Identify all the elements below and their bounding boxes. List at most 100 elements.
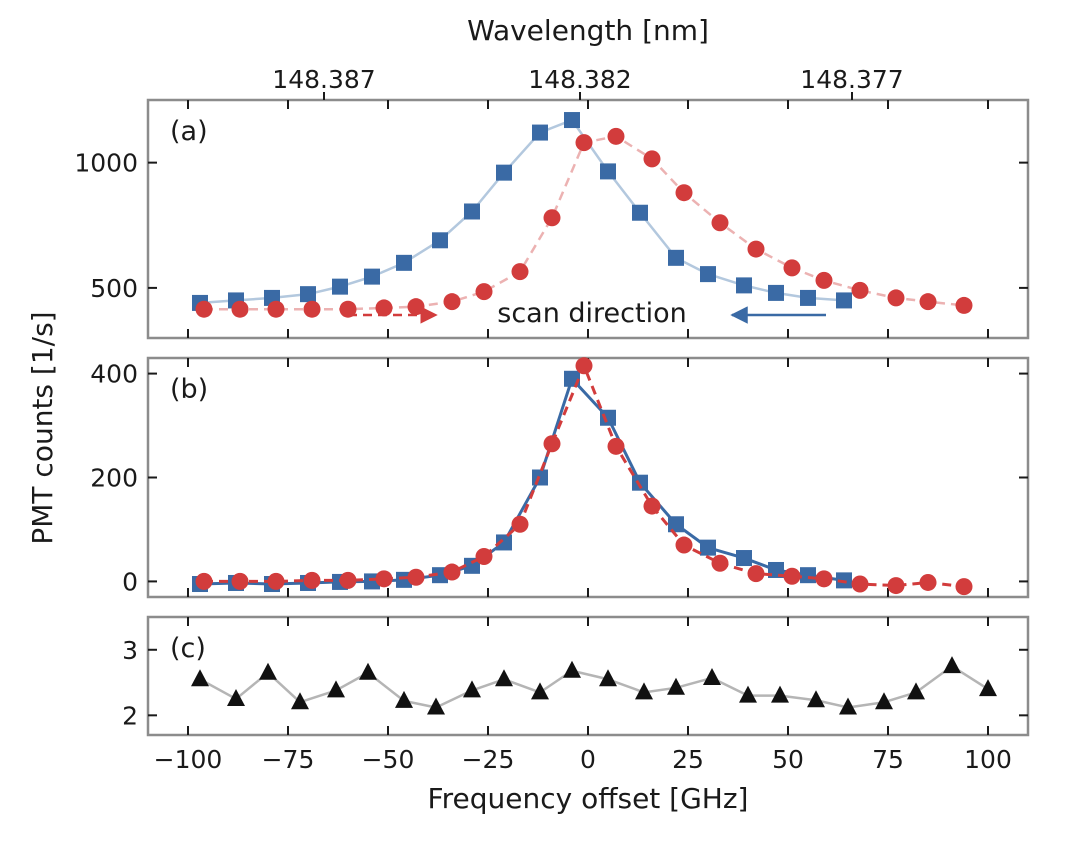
data-point-circle — [851, 575, 869, 593]
data-point-circle — [851, 281, 869, 299]
data-point-circle — [675, 184, 693, 202]
data-point-circle — [919, 293, 937, 311]
data-point-circle — [195, 300, 213, 318]
data-point-circle — [783, 567, 801, 585]
data-point-square — [736, 550, 752, 567]
panel-c: 2 3 (c) — [122, 615, 1030, 737]
data-point-circle — [919, 573, 937, 591]
data-point-circle — [815, 570, 833, 588]
panel-label: (a) — [170, 116, 208, 147]
data-point-circle — [887, 289, 905, 307]
data-point-square — [396, 254, 412, 271]
data-point-triangle — [227, 688, 245, 706]
y-tick-label: 200 — [90, 464, 138, 493]
data-point-circle — [231, 572, 249, 590]
series-line-black-triangles — [199, 664, 989, 709]
data-point-circle — [267, 572, 285, 590]
data-point-circle — [955, 296, 973, 314]
y-tick-label: 1000 — [74, 149, 138, 178]
data-point-circle — [543, 209, 561, 227]
data-point-triangle — [495, 669, 513, 687]
data-point-square — [736, 277, 752, 294]
top-axis-ticks: 148.387 148.382 148.377 — [272, 65, 904, 100]
data-point-circle — [711, 554, 729, 572]
data-point-circle — [407, 568, 425, 586]
x-tick-label: 100 — [964, 745, 1012, 774]
y-tick-label: 2 — [122, 701, 138, 730]
x-tick-label: 0 — [580, 745, 596, 774]
data-point-triangle — [875, 692, 893, 710]
top-tick-label: 148.382 — [528, 65, 631, 94]
data-point-square — [432, 232, 448, 249]
panel-b: 0 200 400 (b) — [90, 356, 1030, 599]
data-point-triangle — [359, 662, 377, 680]
data-point-square — [768, 284, 784, 301]
scan-direction-label: scan direction — [497, 298, 686, 329]
data-point-circle — [511, 263, 529, 281]
top-axis-label: Wavelength [nm] — [467, 14, 709, 47]
data-point-circle — [195, 572, 213, 590]
data-point-square — [800, 289, 816, 306]
data-point-square — [700, 266, 716, 283]
data-point-circle — [443, 563, 461, 581]
data-point-triangle — [563, 660, 581, 678]
data-point-square — [532, 124, 548, 141]
data-point-triangle — [599, 669, 617, 687]
data-point-triangle — [395, 690, 413, 708]
data-point-square — [600, 409, 616, 426]
data-point-circle — [231, 300, 249, 318]
data-point-circle — [407, 298, 425, 316]
data-point-triangle — [531, 682, 549, 700]
data-point-circle — [887, 577, 905, 595]
data-point-square — [668, 516, 684, 533]
data-point-square — [496, 534, 512, 551]
x-tick-label: 50 — [772, 745, 804, 774]
x-tick-label: 25 — [672, 745, 704, 774]
data-point-circle — [711, 214, 729, 232]
data-point-triangle — [907, 682, 925, 700]
data-point-circle — [543, 435, 561, 453]
data-point-circle — [607, 437, 625, 455]
data-point-circle — [267, 300, 285, 318]
data-point-triangle — [943, 656, 961, 674]
data-point-triangle — [667, 677, 685, 695]
data-point-circle — [511, 515, 529, 533]
y-tick-label: 400 — [90, 360, 138, 389]
x-tick-label: −50 — [362, 745, 415, 774]
panel-label: (b) — [170, 374, 208, 405]
data-point-square — [632, 204, 648, 221]
data-point-triangle — [327, 680, 345, 698]
data-point-circle — [747, 240, 765, 258]
data-point-triangle — [259, 662, 277, 680]
bottom-axis-ticks: −100 −75 −50 −25 0 25 50 75 100 — [154, 745, 1012, 774]
data-point-triangle — [427, 697, 445, 715]
data-point-triangle — [807, 690, 825, 708]
data-point-square — [364, 268, 380, 285]
data-point-square — [668, 249, 684, 266]
series-line-red-circles — [204, 135, 965, 311]
data-point-circle — [303, 300, 321, 318]
y-tick-label: 500 — [90, 274, 138, 303]
data-point-triangle — [979, 679, 997, 697]
data-point-circle — [815, 271, 833, 289]
data-point-circle — [675, 536, 693, 554]
x-tick-label: −25 — [462, 745, 515, 774]
data-point-square — [800, 567, 816, 584]
panel-b-frame — [146, 356, 1030, 599]
y-tick-label: 0 — [122, 567, 138, 596]
data-point-triangle — [839, 697, 857, 715]
data-point-square — [564, 112, 580, 129]
data-point-circle — [339, 300, 357, 318]
data-point-circle — [475, 547, 493, 565]
series-line-red-circles — [204, 364, 965, 589]
data-point-circle — [475, 283, 493, 301]
top-tick-label: 148.377 — [800, 65, 903, 94]
data-point-square — [632, 474, 648, 491]
data-point-circle — [643, 150, 661, 168]
y-axis-label: PMT counts [1/s] — [26, 311, 59, 544]
data-point-triangle — [635, 682, 653, 700]
x-tick-label: −75 — [262, 745, 315, 774]
data-point-circle — [643, 497, 661, 515]
x-axis-label: Frequency offset [GHz] — [428, 782, 749, 815]
